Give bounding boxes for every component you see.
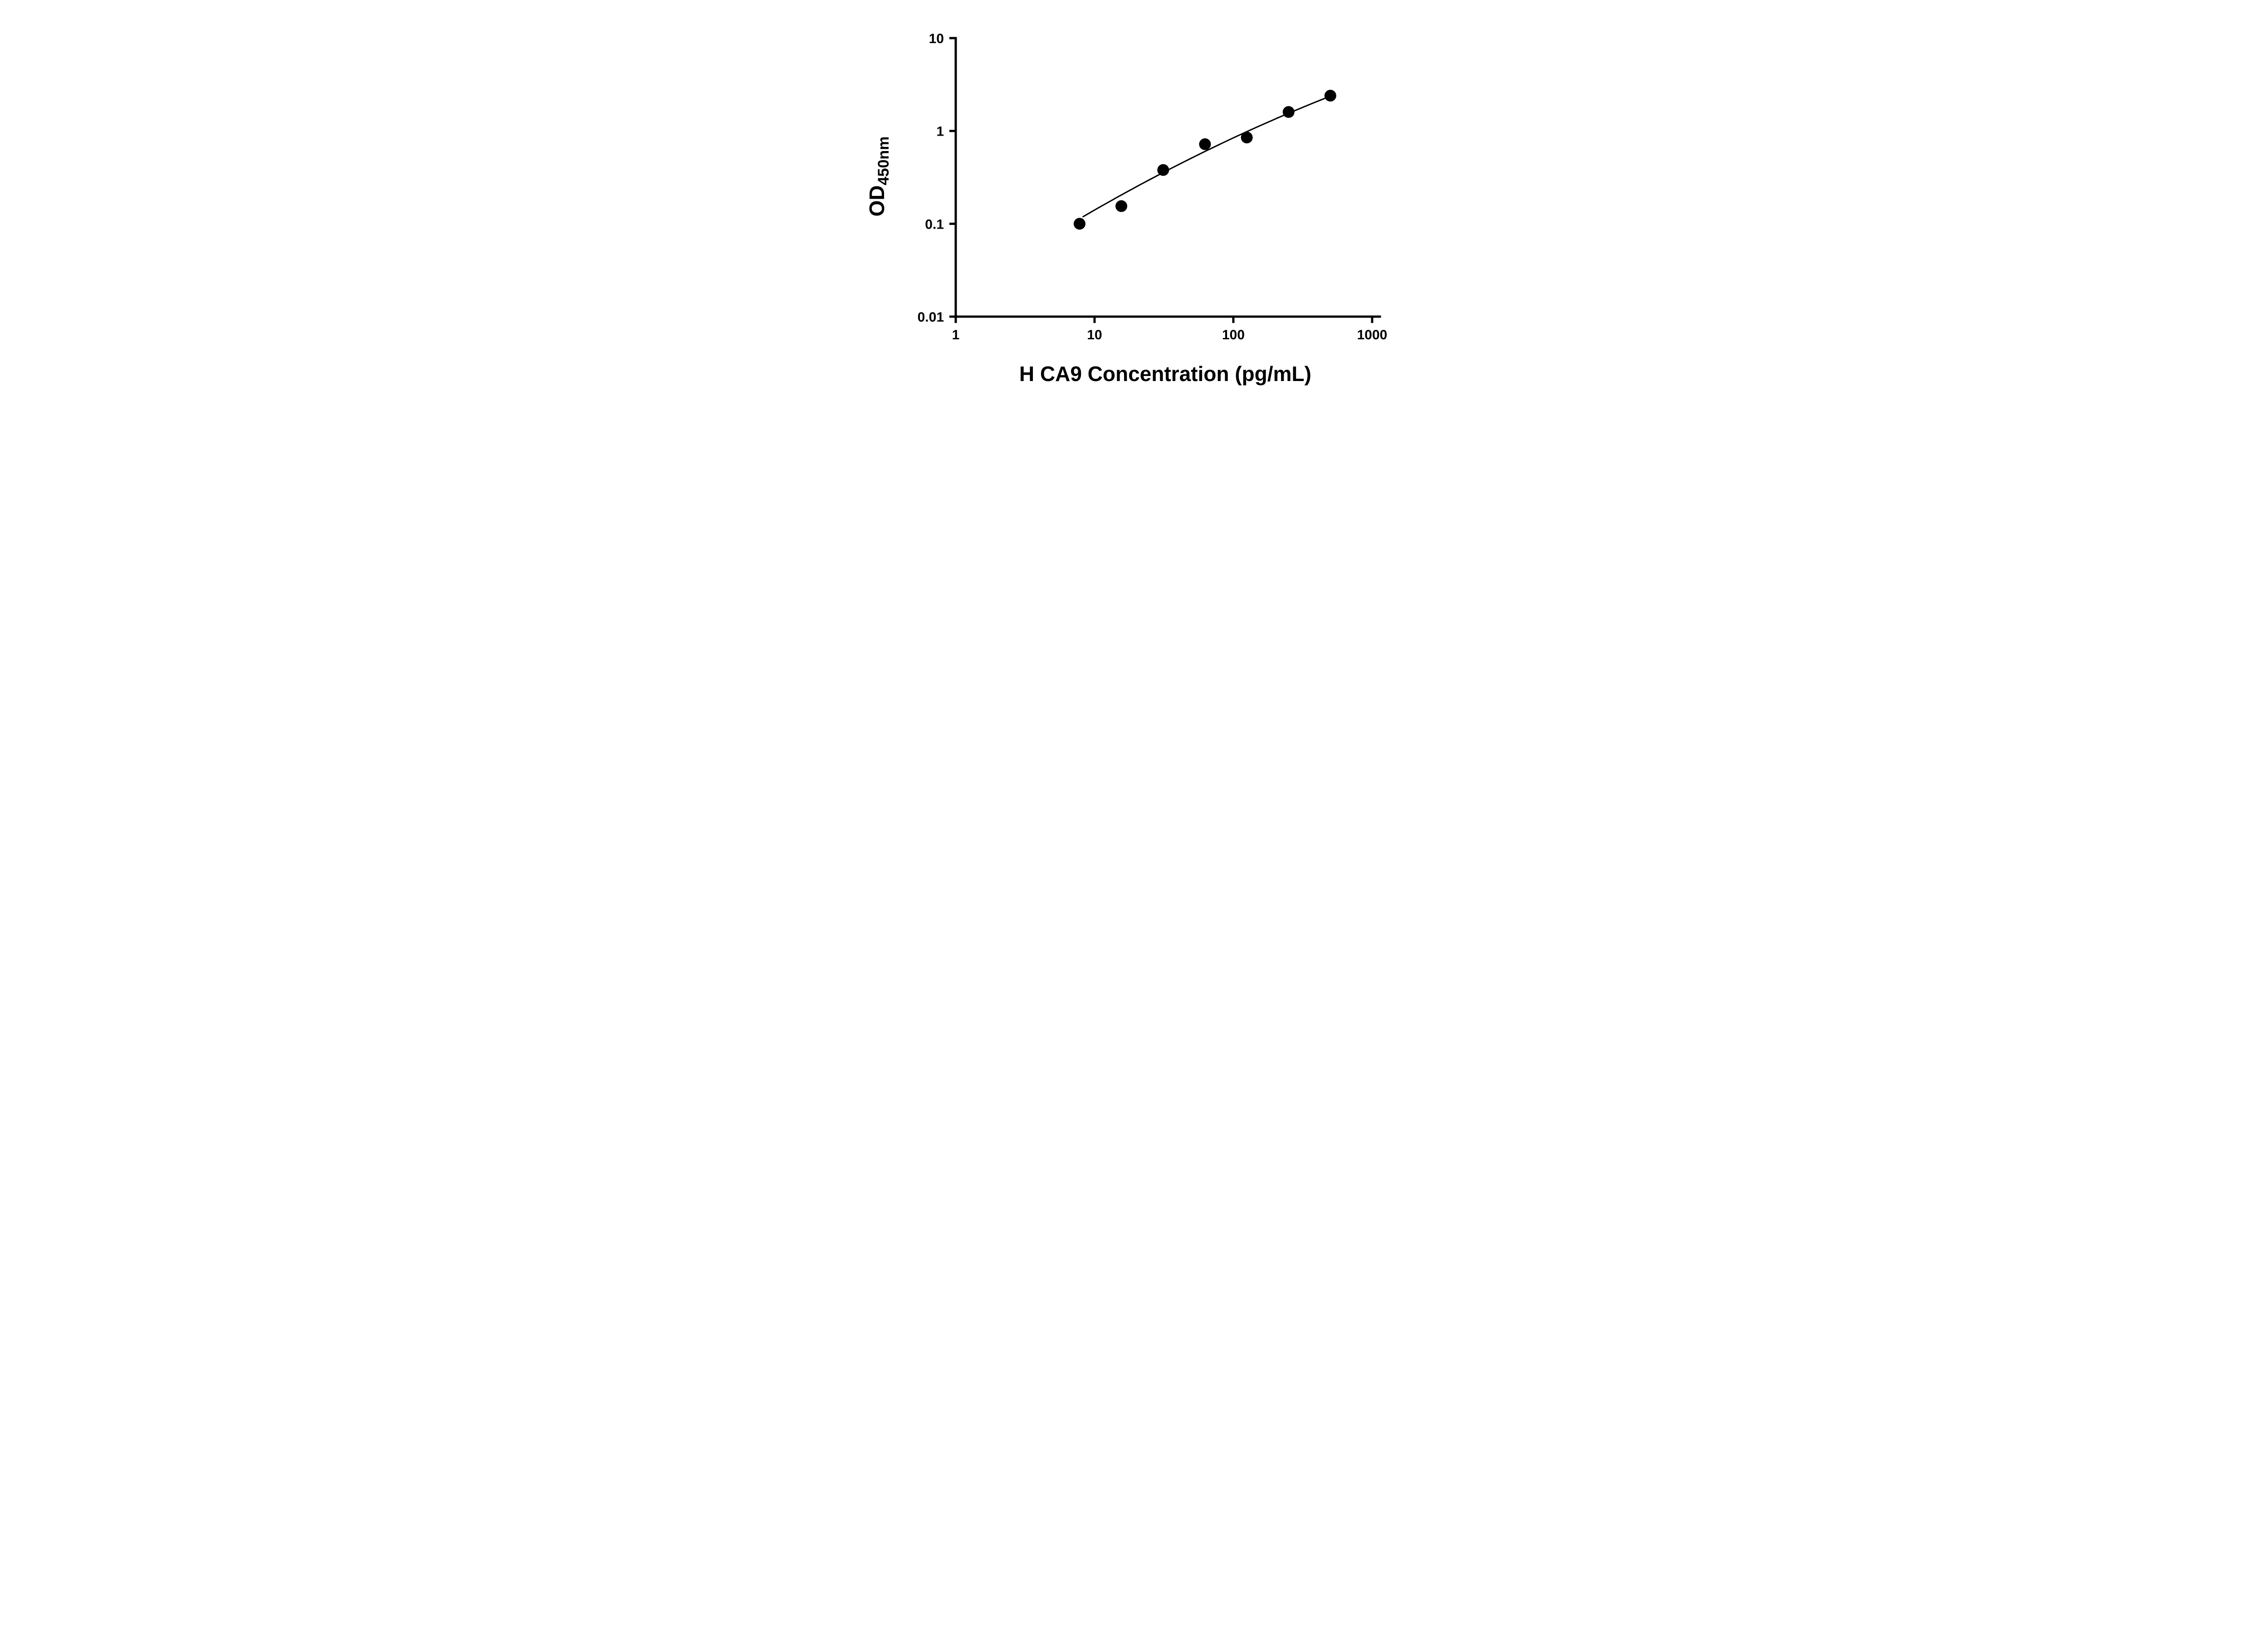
chart-plot-area: 1 10 100 1000 0.01 0.1 1 10 xyxy=(918,31,1388,342)
data-point xyxy=(1241,132,1253,144)
x-tick-label: 1000 xyxy=(1357,328,1388,342)
x-tick-label: 10 xyxy=(1087,328,1102,342)
y-tick-label: 10 xyxy=(929,31,944,46)
elisa-standard-curve-figure: 1 10 100 1000 0.01 0.1 1 10 H CA9 Concentration… xyxy=(842,0,1426,408)
data-point xyxy=(1115,200,1128,212)
y-tick-label: 0.1 xyxy=(925,217,944,232)
y-axis-title-base: OD xyxy=(865,185,889,216)
chart-canvas: 1 10 100 1000 0.01 0.1 1 10 H CA9 Concentration… xyxy=(865,31,1388,386)
data-point xyxy=(1282,106,1295,118)
y-tick-label: 1 xyxy=(936,124,944,139)
data-point xyxy=(1157,164,1169,176)
y-axis-title: OD450nm xyxy=(865,137,892,217)
x-axis-title: H CA9 Concentration (pg/mL) xyxy=(1019,362,1311,386)
data-point xyxy=(1199,138,1211,150)
x-tick-label: 1 xyxy=(952,328,960,342)
x-tick-label: 100 xyxy=(1222,328,1245,342)
data-point xyxy=(1324,89,1336,102)
y-tick-label: 0.01 xyxy=(918,310,944,325)
y-axis-title-subscript: 450nm xyxy=(875,137,892,186)
axes-spine xyxy=(954,37,1381,318)
data-point xyxy=(1074,218,1085,230)
